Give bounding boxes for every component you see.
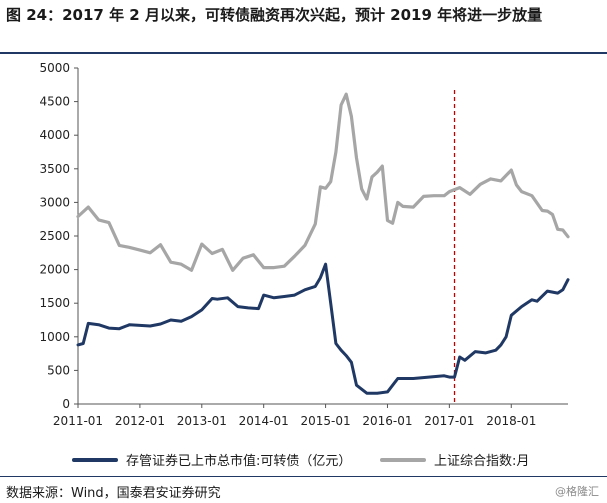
x-tick-label: 2017-01	[424, 414, 474, 428]
y-tick-label: 2000	[39, 263, 70, 277]
legend-label-series-2: 上证综合指数:月	[434, 454, 530, 469]
x-tick-label: 2011-01	[53, 414, 103, 428]
y-tick-label: 1500	[39, 296, 70, 310]
legend-item-series-2: 上证综合指数:月	[380, 450, 529, 469]
x-tick-label: 2014-01	[239, 414, 289, 428]
top-rule	[0, 52, 607, 54]
y-tick-label: 3500	[39, 162, 70, 176]
x-tick-label: 2015-01	[301, 414, 351, 428]
watermark: @格隆汇	[555, 485, 599, 498]
line-chart: 0 500 1000 1500 2000 2500 3000 3500 4000 4500 5000…	[39, 61, 570, 428]
legend-item-series-1: 存管证券已上市总市值:可转债（亿元）	[72, 450, 351, 469]
legend-swatch-series-2	[380, 457, 426, 462]
y-tick-label: 500	[47, 363, 70, 377]
y-tick-label: 3000	[39, 195, 70, 209]
y-axis: 0 500 1000 1500 2000 2500 3000 3500 4000 4500 5000	[39, 61, 79, 411]
x-axis: 2011-01 2012-01 2013-01 2014-01 2015-01 2016-…	[53, 403, 568, 428]
series-line-2	[76, 92, 570, 272]
x-tick-label: 2012-01	[115, 414, 165, 428]
y-tick-label: 0	[62, 397, 70, 411]
x-tick-label: 2018-01	[486, 414, 536, 428]
series-line-1	[76, 262, 570, 395]
source-note: 数据来源：Wind，国泰君安证券研究	[6, 486, 221, 501]
chart-title: 图 24：2017 年 2 月以来，可转债融资再次兴起，预计 2019 年将进一…	[6, 6, 543, 24]
x-tick-label: 2016-01	[362, 414, 412, 428]
y-tick-label: 4500	[39, 95, 70, 109]
legend-swatch-series-1	[72, 457, 118, 462]
y-tick-label: 5000	[39, 61, 70, 75]
bottom-rule	[0, 476, 607, 477]
y-tick-label: 4000	[39, 128, 70, 142]
series-group	[76, 92, 570, 395]
y-tick-label: 2500	[39, 229, 70, 243]
legend-label-series-1: 存管证券已上市总市值:可转债（亿元）	[126, 454, 352, 469]
y-tick-label: 1000	[39, 330, 70, 344]
x-tick-label: 2013-01	[177, 414, 227, 428]
